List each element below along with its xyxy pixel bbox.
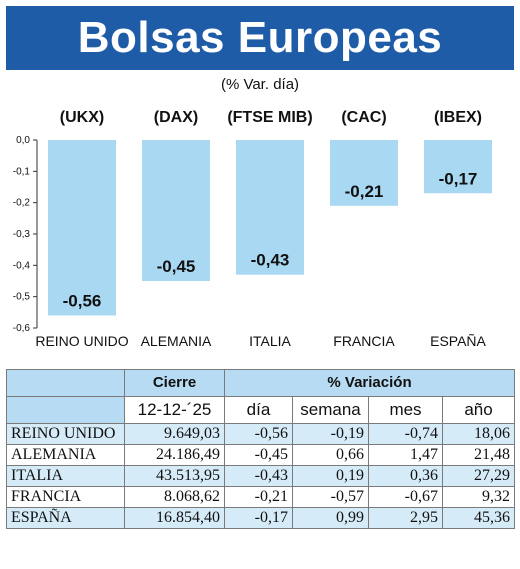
row-semana: -0,57 [292,486,369,508]
index-label: (IBEX) [434,109,482,126]
index-label: (DAX) [154,109,198,126]
table-row: ALEMANIA 24.186,49 -0,45 0,66 1,47 21,48 [6,444,516,466]
subheader-semana: semana [292,396,369,424]
table-header-row: Cierre % Variación [6,369,516,397]
row-name: FRANCIA [6,486,125,508]
subheader-anio: año [441,396,516,424]
category-label: FRANCIA [333,333,395,349]
row-dia: -0,45 [224,444,293,466]
row-mes: 1,47 [368,444,443,466]
bar-value-label: -0,56 [63,291,102,310]
header-variacion: % Variación [223,369,516,397]
row-semana: -0,19 [292,423,369,445]
row-anio: 45,36 [441,507,516,529]
category-label: ESPAÑA [430,333,486,349]
bar-value-label: -0,45 [157,257,196,276]
row-name: ITALIA [6,465,125,487]
row-cierre: 9.649,03 [124,423,225,445]
bar-value-label: -0,43 [251,251,290,270]
bar [330,140,398,206]
index-label: (UKX) [60,109,104,126]
row-mes: -0,67 [368,486,443,508]
category-label: REINO UNIDO [35,333,128,349]
bar [142,140,210,281]
subheader-empty [6,396,125,424]
row-semana: 0,66 [292,444,369,466]
row-cierre: 8.068,62 [124,486,225,508]
y-tick-label: -0,3 [13,229,31,240]
bar [424,140,492,194]
category-label: ALEMANIA [141,333,212,349]
index-label: (CAC) [341,109,386,126]
bar-chart: 0,0 -0,1 -0,2 -0,3 -0,4 -0,5 -0,6 -0,56 (UKX) REI… [13,109,492,349]
chart-subtitle: (% Var. día) [220,76,300,93]
subheader-dia: día [224,396,293,424]
bar-value-label: -0,17 [439,169,478,188]
row-dia: -0,17 [224,507,293,529]
chart-title: Bolsas Europeas [77,13,443,62]
header-cierre: Cierre [124,369,225,397]
row-dia: -0,43 [224,465,293,487]
row-anio: 21,48 [441,444,516,466]
category-label: ITALIA [249,333,291,349]
row-dia: -0,56 [224,423,293,445]
row-semana: 0,19 [292,465,369,487]
row-mes: 2,95 [368,507,443,529]
table-row: FRANCIA 8.068,62 -0,21 -0,57 -0,67 9,32 [6,486,516,508]
row-cierre: 16.854,40 [124,507,225,529]
subheader-mes: mes [368,396,443,424]
y-tick-label: -0,5 [13,292,31,303]
table-row: ITALIA 43.513,95 -0,43 0,19 0,36 27,29 [6,465,516,487]
bar-value-label: -0,21 [345,182,384,201]
table-row: REINO UNIDO 9.649,03 -0,56 -0,19 -0,74 1… [6,423,516,445]
row-anio: 18,06 [441,423,516,445]
row-mes: 0,36 [368,465,443,487]
row-dia: -0,21 [224,486,293,508]
row-semana: 0,99 [292,507,369,529]
table-subheader-row: 12-12-´25 día semana mes año [6,396,516,424]
index-label: (FTSE MIB) [227,109,312,126]
y-tick-label: -0,6 [13,323,31,334]
bar [236,140,304,275]
y-tick-label: -0,1 [13,166,31,177]
row-name: ESPAÑA [6,507,125,529]
header-empty [6,369,125,397]
row-mes: -0,74 [368,423,443,445]
row-name: REINO UNIDO [6,423,125,445]
row-name: ALEMANIA [6,444,125,466]
row-anio: 9,32 [441,486,516,508]
bar [48,140,116,316]
title-banner: Bolsas Europeas [6,6,514,70]
row-cierre: 24.186,49 [124,444,225,466]
market-table: Cierre % Variación 12-12-´25 día semana … [6,369,516,529]
table-row: ESPAÑA 16.854,40 -0,17 0,99 2,95 45,36 [6,507,516,529]
y-tick-label: -0,4 [13,260,31,271]
y-tick-label: -0,2 [13,198,31,209]
subheader-date: 12-12-´25 [124,396,225,424]
row-anio: 27,29 [441,465,516,487]
row-cierre: 43.513,95 [124,465,225,487]
y-tick-label: 0,0 [16,135,30,146]
